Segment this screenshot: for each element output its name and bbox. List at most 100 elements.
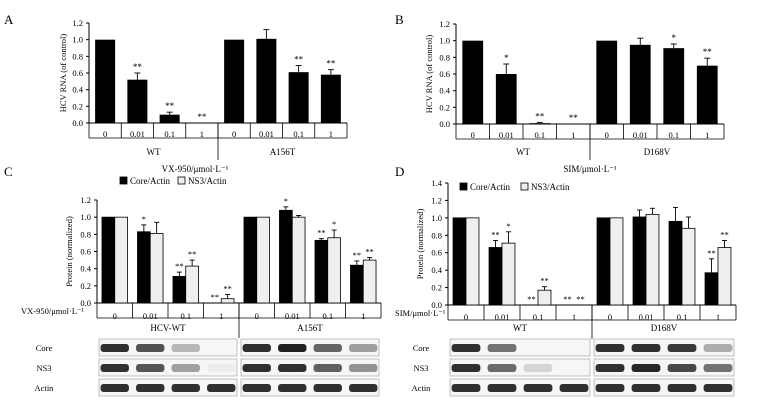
blot-band [451, 364, 481, 372]
bar-core [704, 272, 719, 306]
blot-band [595, 364, 625, 372]
category-label: 0.01 [143, 311, 158, 321]
category-label: 1 [571, 130, 575, 140]
y-tick-label: 1.0 [72, 35, 83, 45]
significance-label: ** [365, 247, 374, 257]
group-label: HCV-WT [150, 323, 186, 333]
bar [127, 79, 148, 123]
category-label: 0.01 [639, 312, 654, 322]
blot-band [523, 384, 553, 392]
y-tick-label: 0.2 [80, 281, 91, 291]
y-axis-label: Protein (normalized) [415, 209, 425, 280]
bar [95, 39, 116, 123]
category-label: 0 [255, 311, 259, 321]
y-axis-label: Protein (normalized) [64, 216, 74, 287]
y-tick-label: 0.4 [439, 86, 450, 96]
significance-label: ** [175, 261, 184, 271]
bar-ns3 [609, 217, 624, 306]
significance-label: ** [197, 112, 207, 122]
bar-ns3 [717, 247, 732, 306]
significance-label: ** [720, 230, 729, 240]
bar [224, 39, 245, 123]
y-tick-label: 0.8 [439, 52, 450, 62]
blot-band [171, 364, 200, 372]
blot-band [207, 384, 236, 392]
blot-band [595, 384, 625, 392]
significance-label: ** [133, 62, 143, 72]
significance-label: ** [223, 283, 232, 293]
bar-core [632, 216, 647, 306]
category-label: 0 [605, 130, 609, 140]
significance-label: ** [527, 294, 536, 304]
group-label: A156T [270, 147, 296, 157]
bar-core [137, 231, 151, 304]
y-tick-label: 0.6 [431, 248, 442, 258]
bar [462, 40, 484, 124]
blot-band [136, 364, 165, 372]
blot-band [313, 384, 342, 392]
blot-lane-frame [593, 358, 735, 377]
legend-swatch [459, 182, 468, 191]
blot-band [242, 344, 271, 352]
y-axis-label: HCV RNA (of control) [58, 34, 68, 113]
panel-C: C 0.0 0.2 0.4 0.6 0.8 1.0 1.2 Protein (normalize… [4, 164, 382, 397]
blot-band [667, 384, 697, 392]
bar [159, 114, 180, 123]
blot-lane-frame [98, 358, 238, 377]
blot-lane-frame [593, 338, 735, 357]
bar-ns3 [681, 227, 696, 306]
significance-label: * [142, 214, 146, 224]
y-tick-label: 1.0 [439, 36, 450, 46]
blot-band [100, 344, 129, 352]
group-label: D168V [644, 147, 671, 157]
category-label: 1 [219, 311, 223, 321]
y-tick-label: 1.0 [431, 213, 442, 223]
bar [596, 40, 618, 124]
blot-band [313, 344, 342, 352]
category-label: 0.01 [259, 129, 274, 139]
category-label: 0.01 [495, 312, 510, 322]
bar-core [350, 264, 364, 304]
significance-label: * [504, 53, 509, 63]
blot-band [595, 344, 625, 352]
blot-lane-frame [240, 338, 380, 357]
significance-label: ** [353, 250, 362, 260]
category-label: 1 [200, 129, 204, 139]
bar-ns3 [291, 216, 306, 304]
blot-band [451, 344, 481, 352]
bar-core [488, 247, 503, 306]
significance-label: ** [326, 59, 336, 69]
bar-core [452, 217, 467, 306]
y-tick-label: 1.2 [439, 19, 450, 29]
blot-band [349, 364, 378, 372]
significance-label: * [332, 219, 336, 229]
panel-letter: B [395, 12, 404, 27]
significance-label: * [506, 221, 510, 231]
y-tick-label: 0.4 [431, 265, 442, 275]
bar-core [279, 209, 293, 304]
blot-band [703, 344, 733, 352]
blot-lane-frame [98, 338, 238, 357]
x-axis-title: SIM/μmol·L⁻¹ [563, 164, 617, 174]
bar-ns3 [114, 216, 128, 304]
significance-label: ** [703, 47, 713, 57]
y-axis-label: HCV RNA (of control) [424, 35, 434, 114]
category-label: 0 [608, 312, 612, 322]
group-label: D168V [651, 323, 678, 333]
significance-label: ** [569, 113, 579, 123]
x-axis-title: VX-950/μmol·L⁻¹ [162, 164, 229, 174]
group-label: WT [513, 323, 527, 333]
bar [629, 44, 651, 125]
panel-letter: D [395, 164, 404, 179]
blot-band [207, 364, 236, 372]
category-label: 0.01 [285, 311, 300, 321]
x-axis-title: SIM/μmol·L⁻¹ [395, 308, 446, 318]
bar-ns3 [645, 213, 660, 306]
blot-band [559, 384, 589, 392]
blot-band [667, 344, 697, 352]
legend-label: NS3/Actin [531, 182, 570, 192]
y-tick-label: 0.0 [431, 300, 442, 310]
y-tick-label: 0.6 [72, 68, 83, 78]
bar-ns3 [185, 265, 199, 304]
blot-band [313, 364, 342, 372]
